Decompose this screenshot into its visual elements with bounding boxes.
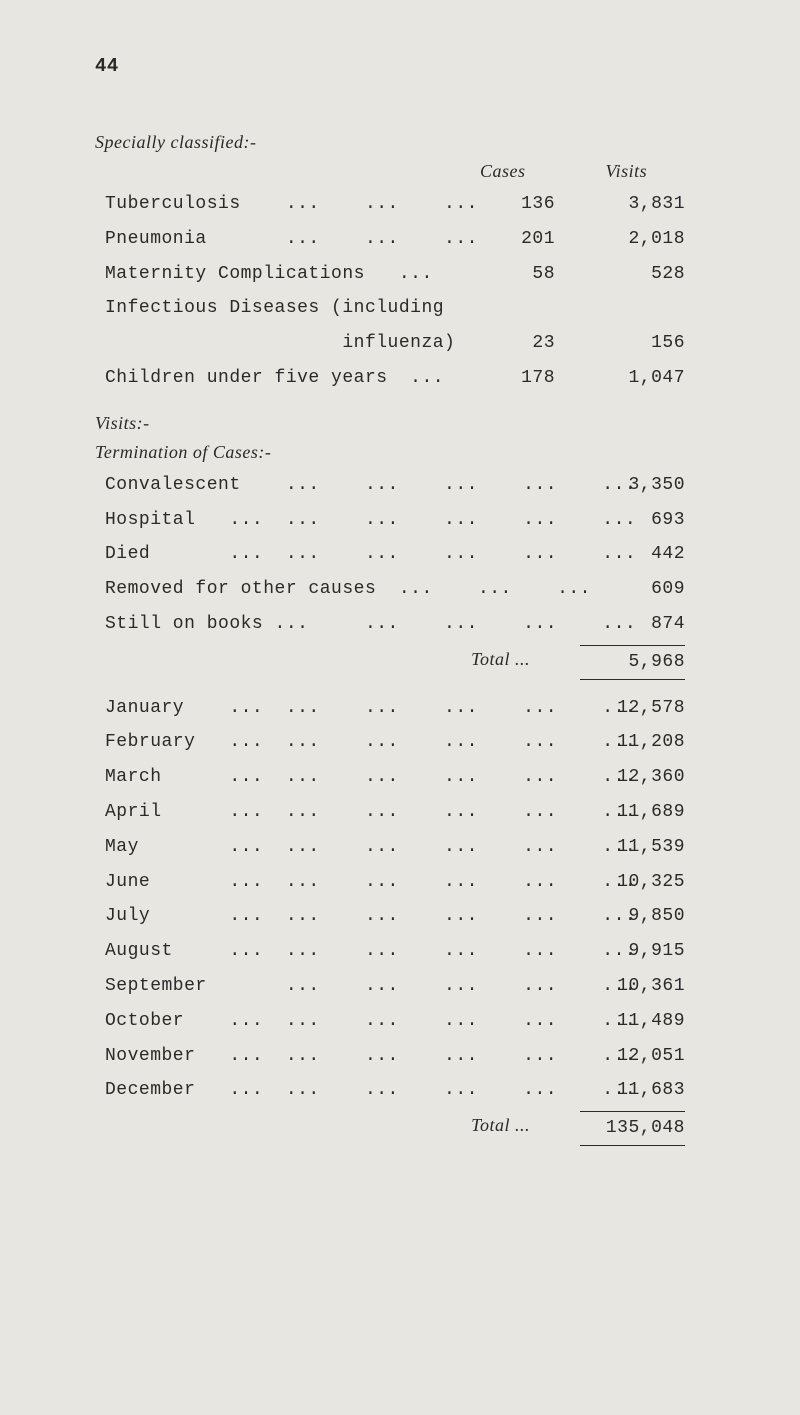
row-label: Tuberculosis ... ... ... bbox=[105, 190, 475, 219]
row-cases: 201 bbox=[475, 225, 555, 254]
row-value: 9,850 bbox=[580, 902, 685, 931]
row-value: 11,539 bbox=[580, 833, 685, 862]
total-label: Total ... bbox=[105, 645, 580, 680]
row-value: 442 bbox=[580, 540, 685, 569]
row-label: August ... ... ... ... ... ... bbox=[105, 937, 580, 966]
row-label: Maternity Complications ... bbox=[105, 260, 475, 289]
row-cases: 23 bbox=[475, 329, 555, 358]
row-label: influenza) bbox=[105, 329, 475, 358]
row-cases bbox=[475, 294, 555, 323]
row-label: May ... ... ... ... ... ... bbox=[105, 833, 580, 862]
row-value: 12,360 bbox=[580, 763, 685, 792]
table-row: Tuberculosis ... ... ... 136 3,831 bbox=[105, 190, 730, 219]
row-label: Died ... ... ... ... ... ... bbox=[105, 540, 580, 569]
table-row: April ... ... ... ... ... ... 11,689 bbox=[105, 798, 730, 827]
row-visits: 156 bbox=[555, 329, 685, 358]
row-label: June ... ... ... ... ... ... bbox=[105, 868, 580, 897]
total-value: 135,048 bbox=[580, 1111, 685, 1146]
row-cases: 178 bbox=[475, 364, 555, 393]
row-label: Convalescent ... ... ... ... ... bbox=[105, 471, 580, 500]
row-label: March ... ... ... ... ... ... bbox=[105, 763, 580, 792]
row-value: 9,915 bbox=[580, 937, 685, 966]
header-cases: Cases bbox=[480, 161, 526, 182]
table-row: Died ... ... ... ... ... ... 442 bbox=[105, 540, 730, 569]
row-value: 12,051 bbox=[580, 1042, 685, 1071]
page-number: 44 bbox=[95, 55, 730, 77]
row-label: Pneumonia ... ... ... bbox=[105, 225, 475, 254]
row-label: Infectious Diseases (including bbox=[105, 294, 475, 323]
row-visits bbox=[555, 294, 685, 323]
section1-title: Specially classified:- bbox=[95, 132, 730, 153]
table-row: Removed for other causes ... ... ... 609 bbox=[105, 575, 730, 604]
table-row: January ... ... ... ... ... ... 12,578 bbox=[105, 694, 730, 723]
row-value: 11,683 bbox=[580, 1076, 685, 1105]
table-row: February ... ... ... ... ... ... 11,208 bbox=[105, 728, 730, 757]
table-row: December ... ... ... ... ... ... 11,683 bbox=[105, 1076, 730, 1105]
row-label: Hospital ... ... ... ... ... ... bbox=[105, 506, 580, 535]
row-cases: 58 bbox=[475, 260, 555, 289]
table-header-row: Cases Visits bbox=[105, 161, 730, 182]
row-label: Children under five years ... bbox=[105, 364, 475, 393]
row-visits: 3,831 bbox=[555, 190, 685, 219]
row-label: Still on books ... ... ... ... ... bbox=[105, 610, 580, 639]
row-value: 11,489 bbox=[580, 1007, 685, 1036]
table-row: Pneumonia ... ... ... 201 2,018 bbox=[105, 225, 730, 254]
table-row: influenza) 23 156 bbox=[105, 329, 730, 358]
table-row: Maternity Complications ... 58 528 bbox=[105, 260, 730, 289]
row-value: 10,361 bbox=[580, 972, 685, 1001]
row-value: 874 bbox=[580, 610, 685, 639]
table-row: July ... ... ... ... ... ... 9,850 bbox=[105, 902, 730, 931]
table-row: May ... ... ... ... ... ... 11,539 bbox=[105, 833, 730, 862]
table-row: August ... ... ... ... ... ... 9,915 bbox=[105, 937, 730, 966]
section2-title: Visits:- bbox=[95, 413, 730, 434]
table-row: October ... ... ... ... ... ... 11,489 bbox=[105, 1007, 730, 1036]
row-label: April ... ... ... ... ... ... bbox=[105, 798, 580, 827]
row-visits: 2,018 bbox=[555, 225, 685, 254]
row-visits: 528 bbox=[555, 260, 685, 289]
table-row: June ... ... ... ... ... ... 10,325 bbox=[105, 868, 730, 897]
table-row: March ... ... ... ... ... ... 12,360 bbox=[105, 763, 730, 792]
row-value: 609 bbox=[580, 575, 685, 604]
total-label: Total ... bbox=[105, 1111, 580, 1146]
row-value: 12,578 bbox=[580, 694, 685, 723]
table-row: Still on books ... ... ... ... ... 874 bbox=[105, 610, 730, 639]
row-value: 10,325 bbox=[580, 868, 685, 897]
table-row: Infectious Diseases (including bbox=[105, 294, 730, 323]
row-cases: 136 bbox=[475, 190, 555, 219]
row-label: September ... ... ... ... ... bbox=[105, 972, 580, 1001]
total-row: Total ... 135,048 bbox=[105, 1111, 730, 1146]
row-label: July ... ... ... ... ... ... bbox=[105, 902, 580, 931]
row-label: October ... ... ... ... ... ... bbox=[105, 1007, 580, 1036]
table-row: Children under five years ... 178 1,047 bbox=[105, 364, 730, 393]
table-row: Hospital ... ... ... ... ... ... 693 bbox=[105, 506, 730, 535]
row-value: 3,350 bbox=[580, 471, 685, 500]
row-label: Removed for other causes ... ... ... bbox=[105, 575, 580, 604]
row-label: November ... ... ... ... ... ... bbox=[105, 1042, 580, 1071]
row-value: 11,208 bbox=[580, 728, 685, 757]
row-visits: 1,047 bbox=[555, 364, 685, 393]
row-label: December ... ... ... ... ... ... bbox=[105, 1076, 580, 1105]
row-label: January ... ... ... ... ... ... bbox=[105, 694, 580, 723]
row-label: February ... ... ... ... ... ... bbox=[105, 728, 580, 757]
table-row: Convalescent ... ... ... ... ... 3,350 bbox=[105, 471, 730, 500]
total-row: Total ... 5,968 bbox=[105, 645, 730, 680]
total-value: 5,968 bbox=[580, 645, 685, 680]
header-visits: Visits bbox=[606, 161, 648, 182]
section2-subtitle: Termination of Cases:- bbox=[95, 442, 730, 463]
table-row: September ... ... ... ... ... 10,361 bbox=[105, 972, 730, 1001]
row-value: 11,689 bbox=[580, 798, 685, 827]
row-value: 693 bbox=[580, 506, 685, 535]
table-row: November ... ... ... ... ... ... 12,051 bbox=[105, 1042, 730, 1071]
